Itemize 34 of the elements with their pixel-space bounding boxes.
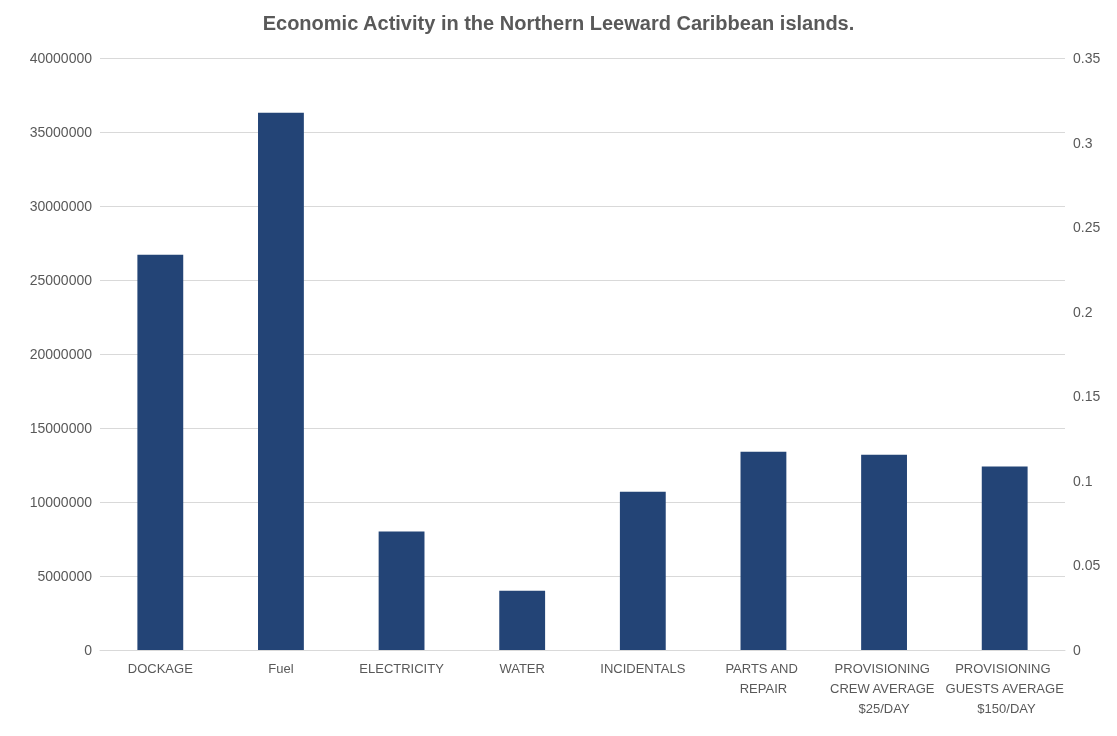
y2-tick-label: 0.25 (1073, 219, 1101, 236)
x-tick-label: PARTS AND REPAIR (725, 660, 802, 696)
y-tick-label: 5000000 (37, 568, 93, 584)
y2-tick-label: 0.15 (1073, 388, 1101, 405)
y2-tick-label: 0.1 (1073, 472, 1093, 489)
x-tick-label: DOCKAGE (127, 660, 194, 676)
bar (378, 531, 425, 650)
y-tick-label: 40000000 (29, 50, 93, 66)
y2-tick-label: 0.05 (1073, 557, 1101, 574)
x-tick-label: ELECTRICITY (359, 660, 445, 676)
y-tick-label: 0 (84, 642, 93, 658)
x-tick-label: PROVISIONING GUESTS AVERAGE $150/DAY (945, 660, 1065, 716)
bar (258, 112, 304, 650)
y-tick-label: 10000000 (29, 494, 93, 510)
y2-tick-label: 0.3 (1073, 134, 1093, 151)
y-tick-label: 25000000 (29, 272, 93, 288)
y-tick-label: 15000000 (29, 420, 93, 436)
x-tick-label: WATER (499, 660, 545, 676)
y-tick-label: 30000000 (29, 198, 93, 214)
y2-tick-label: 0.2 (1073, 303, 1093, 320)
y2-tick-label: 0.35 (1073, 50, 1101, 66)
bar (499, 590, 546, 650)
bar (619, 491, 666, 650)
bar (137, 254, 184, 650)
bar (740, 451, 787, 650)
y-tick-label: 20000000 (29, 346, 93, 362)
bar (981, 466, 1028, 650)
y2-tick-label: 0 (1073, 642, 1081, 658)
y-tick-label: 35000000 (29, 124, 93, 140)
x-tick-label: PROVISIONING CREW AVERAGE $25/DAY (830, 660, 939, 716)
chart-title: Economic Activity in the Northern Leeward Caribbean islands. (262, 12, 855, 34)
x-tick-label: INCIDENTALS (600, 660, 686, 676)
x-tick-label: Fuel (268, 660, 294, 676)
bar (861, 454, 907, 650)
